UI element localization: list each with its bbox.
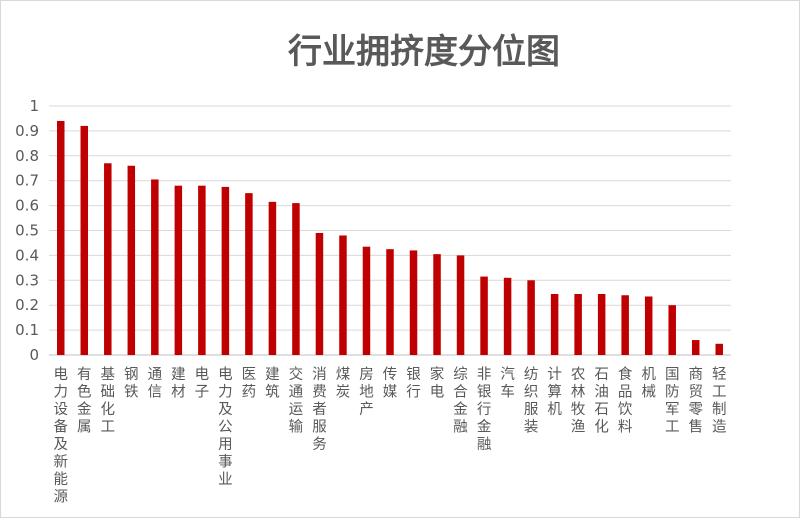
y-tick-label: 0.2 <box>15 296 39 314</box>
x-tick-label: 纺织服装 <box>524 366 539 436</box>
x-tick-label: 电子 <box>195 366 210 401</box>
bar <box>550 293 559 355</box>
x-tick-label: 计算机 <box>547 366 562 418</box>
x-tick-label: 钢铁 <box>124 366 139 401</box>
x-tick-label: 石油石化 <box>594 367 609 436</box>
bar <box>245 193 253 355</box>
x-tick-label: 医药 <box>242 367 257 401</box>
bar <box>574 293 582 355</box>
bar <box>668 305 676 355</box>
bar <box>715 343 723 355</box>
y-tick-label: 0.7 <box>15 172 39 190</box>
x-tick-label: 通信 <box>148 366 163 401</box>
x-tick-label: 传媒 <box>383 366 398 401</box>
x-tick-label: 煤炭 <box>336 366 351 401</box>
bars <box>57 120 723 355</box>
x-tick-label: 房地产 <box>359 366 374 418</box>
y-tick-label: 0.8 <box>15 147 39 165</box>
bar <box>621 295 629 355</box>
y-axis-ticks: 0 0.1 0.2 0.3 0.4 0.5 0.6 0.7 0.8 0.9 1 <box>15 97 39 364</box>
x-tick-label: 机械 <box>641 366 656 401</box>
x-tick-label: 农林牧渔 <box>571 366 586 436</box>
x-tick-label: 非银行金融 <box>477 366 492 453</box>
y-tick-label: 0.4 <box>15 246 39 264</box>
bar <box>409 250 418 355</box>
x-tick-label: 轻工制造 <box>712 366 727 436</box>
y-tick-label: 0.3 <box>15 271 39 289</box>
bar <box>292 203 300 355</box>
x-tick-label: 消费者服务 <box>312 366 327 453</box>
bar <box>268 201 277 355</box>
x-tick-label: 电力及公用事业 <box>218 366 233 488</box>
chart-title: 行业拥挤度分位图 <box>288 32 560 72</box>
x-tick-label: 建材 <box>171 366 186 401</box>
bar <box>315 232 324 355</box>
y-tick-label: 0 <box>29 346 39 364</box>
x-tick-label: 食品饮料 <box>618 366 633 436</box>
x-axis-ticks: 电力设备及新能源有色金属基础化工钢铁通信建材电子电力及公用事业医药建筑交通运输消… <box>54 365 727 506</box>
y-tick-label: 0.1 <box>15 321 39 339</box>
x-tick-label: 汽车 <box>500 366 515 401</box>
x-tick-label: 综合金融 <box>453 366 468 436</box>
bar <box>597 293 606 355</box>
bar <box>198 185 206 355</box>
bar <box>480 276 488 355</box>
x-tick-label: 电力设备及新能源 <box>54 366 69 506</box>
x-tick-label: 建筑 <box>265 366 280 401</box>
x-tick-label: 有色金属 <box>77 366 92 436</box>
bar <box>80 125 89 355</box>
bar <box>644 296 653 355</box>
x-tick-label: 家电 <box>430 366 445 401</box>
bar <box>527 280 535 355</box>
x-tick-label: 银行 <box>406 366 421 401</box>
x-tick-label: 商贸零售 <box>688 366 703 436</box>
bar <box>386 249 394 355</box>
bar <box>503 277 512 355</box>
bar <box>151 179 159 355</box>
x-tick-label: 基础化工 <box>101 366 116 436</box>
x-tick-label: 交通运输 <box>289 365 304 436</box>
bar <box>221 186 230 355</box>
bar <box>691 340 700 355</box>
bar <box>362 246 371 355</box>
bar <box>174 185 183 355</box>
y-tick-label: 0.6 <box>15 197 39 215</box>
bar <box>57 120 65 355</box>
bar <box>433 254 441 355</box>
bar <box>456 255 465 355</box>
x-tick-label: 国防军工 <box>665 367 680 436</box>
bar <box>104 163 112 355</box>
bar <box>339 235 347 355</box>
y-tick-label: 0.9 <box>15 122 39 140</box>
bar <box>127 165 136 355</box>
y-tick-label: 1 <box>29 97 39 115</box>
y-tick-label: 0.5 <box>15 222 39 240</box>
